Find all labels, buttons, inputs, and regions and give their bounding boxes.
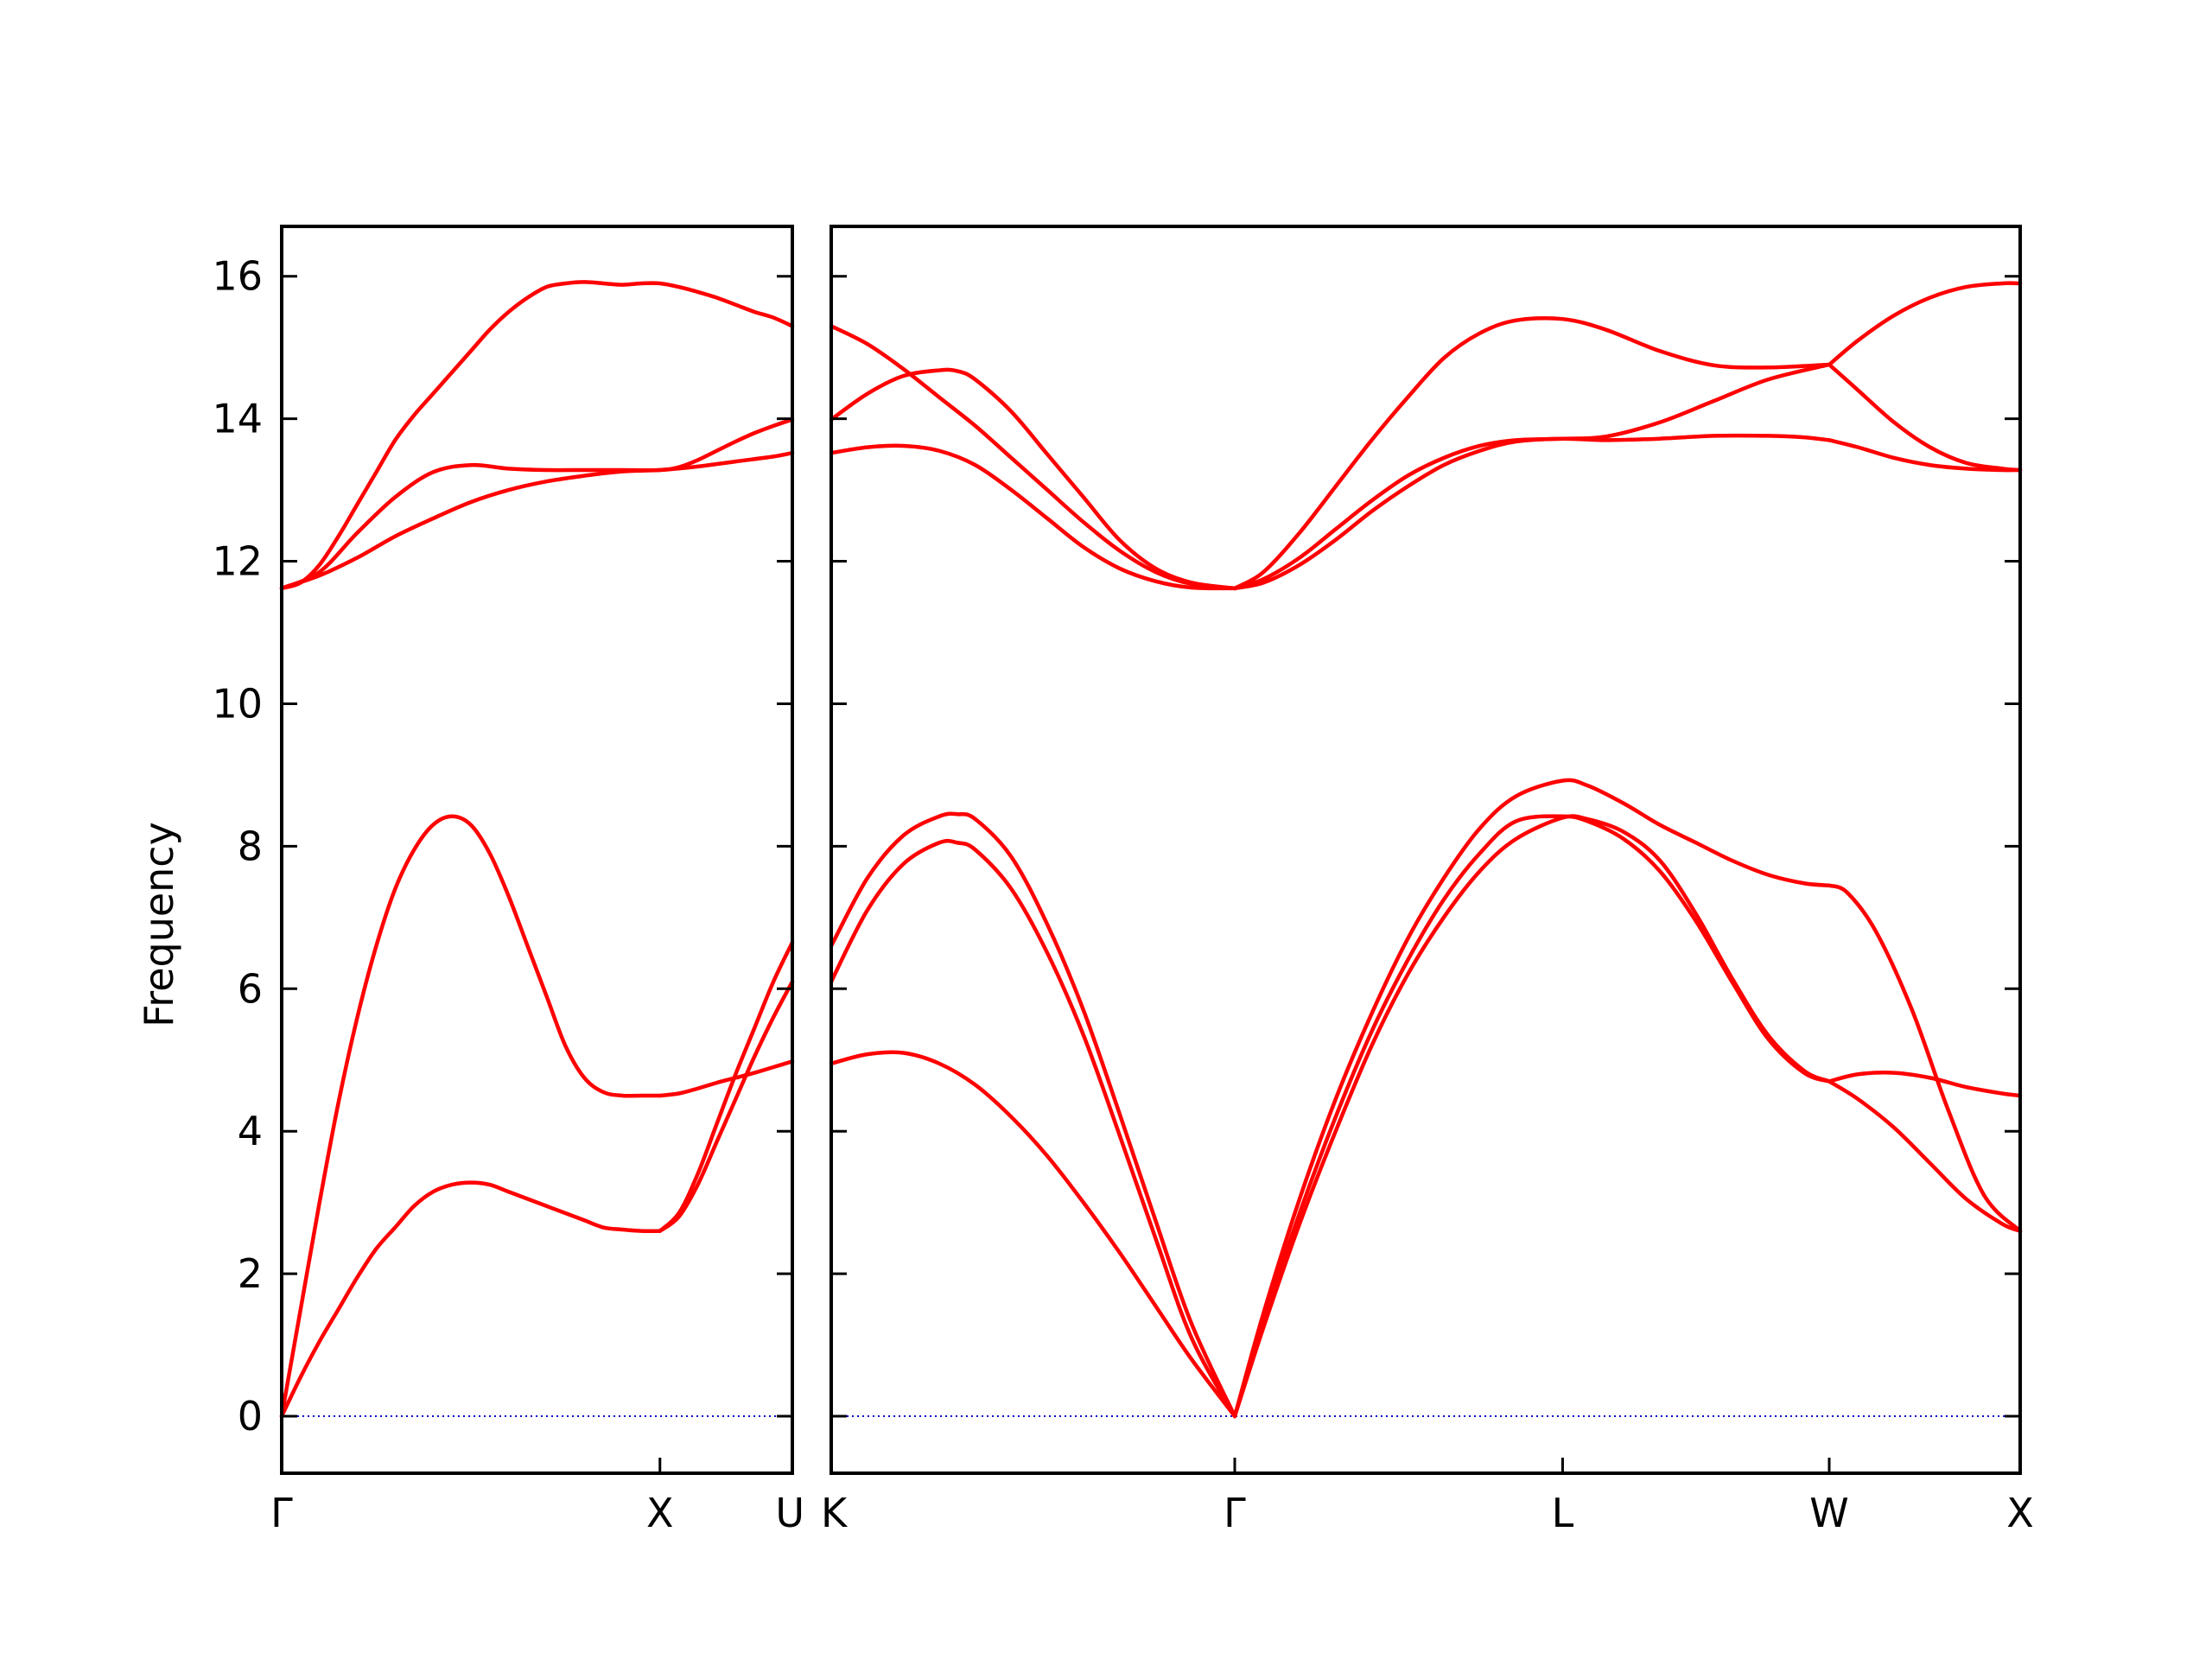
band-line-2 <box>829 838 1237 1419</box>
x-tick-label: U <box>775 1490 804 1536</box>
y-tick-label: 16 <box>212 253 263 300</box>
y-tick-label: 14 <box>212 396 263 442</box>
x-tick-label: Γ <box>270 1490 293 1536</box>
panels-layer: 0 2 4 6 8 10 12 14 16 Γ X U K Γ L W X <box>212 225 2034 1536</box>
band-line-12 <box>829 367 1237 591</box>
band-line-2 <box>279 814 663 1419</box>
panel-frame <box>280 225 794 1475</box>
band-line-8 <box>1827 1071 2023 1098</box>
y-tick-label: 2 <box>238 1250 263 1297</box>
band-line-5 <box>1232 814 1832 1419</box>
panel-frame <box>830 225 2022 1475</box>
x-tick-label: X <box>2006 1490 2034 1536</box>
y-tick-label: 0 <box>238 1393 263 1440</box>
band-line-6 <box>279 450 795 591</box>
band-line-18 <box>1827 438 2023 473</box>
y-tick-label: 8 <box>238 823 263 869</box>
band-line-15 <box>1232 315 1832 591</box>
y-tick-label: 4 <box>238 1108 263 1154</box>
band-line-3 <box>658 1059 795 1098</box>
x-tick-label: X <box>646 1490 674 1536</box>
band-line-5 <box>658 979 795 1233</box>
band-line-7 <box>1827 883 2023 1233</box>
band-line-7 <box>279 417 795 591</box>
band-line-8 <box>279 280 795 591</box>
y-tick-label: 10 <box>212 680 263 727</box>
band-line-11 <box>829 324 1237 591</box>
x-tick-label: K <box>821 1490 849 1536</box>
x-tick-label: W <box>1809 1490 1848 1536</box>
band-line-16 <box>1827 281 2023 367</box>
band-line-4 <box>658 940 795 1233</box>
band-line-9 <box>1827 1079 2023 1233</box>
band-line-6 <box>1232 778 1832 1419</box>
y-tick-label: 6 <box>238 965 263 1012</box>
x-tick-label: L <box>1552 1490 1574 1536</box>
band-line-3 <box>829 811 1237 1419</box>
band-line-14 <box>1232 433 1832 591</box>
band-line-1 <box>279 1180 663 1419</box>
band-line-13 <box>1232 362 1832 591</box>
x-tick-label: Γ <box>1224 1490 1246 1536</box>
y-axis-label: Frequency <box>136 822 182 1027</box>
left-panel: 0 2 4 6 8 10 12 14 16 Γ X U <box>212 225 804 1536</box>
y-tick-label: 12 <box>212 538 263 585</box>
band-line-1 <box>829 1050 1237 1419</box>
band-line-10 <box>829 443 1237 591</box>
